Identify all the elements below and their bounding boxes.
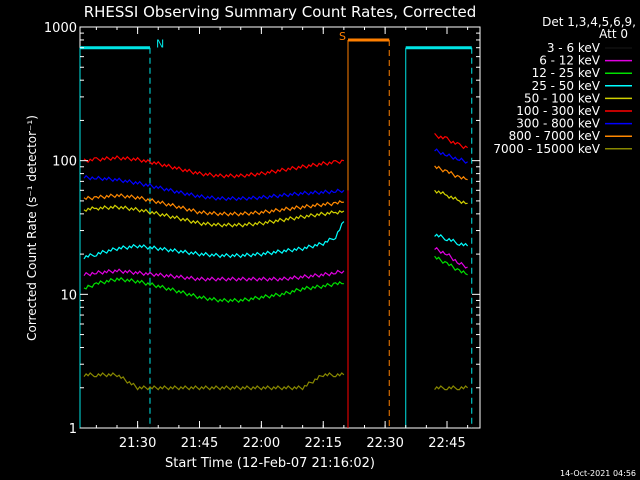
legend-label: 800 - 7000 keV — [509, 129, 601, 143]
legend-label: 7000 - 15000 keV — [493, 142, 600, 156]
chart-title: RHESSI Observing Summary Count Rates, Co… — [84, 3, 477, 21]
legend-label: 50 - 100 keV — [524, 91, 601, 105]
series-line — [83, 165, 468, 217]
series-line-path — [434, 133, 468, 150]
legend-label: 25 - 50 keV — [532, 79, 601, 93]
y-tick-label: 100 — [52, 155, 77, 170]
series-line — [83, 133, 468, 179]
series-line-path — [83, 321, 344, 358]
y-tick-label: 1000 — [44, 21, 77, 36]
series-line — [83, 189, 468, 228]
series-line-path — [83, 372, 345, 391]
series-line-path — [434, 268, 469, 316]
series-line-path — [434, 148, 468, 164]
legend-header-line-1: Det 1,3,4,5,6,9, — [542, 15, 636, 29]
series-line-path — [83, 193, 344, 217]
x-tick-label: 21:30 — [119, 436, 156, 451]
x-tick-label: 22:45 — [428, 436, 465, 451]
y-tick-label: 10 — [60, 288, 77, 303]
x-axis: 21:30 21:45 22:00 22:15 22:30 22:45 — [95, 27, 469, 451]
series-line-path — [83, 276, 344, 304]
series-line-path — [83, 174, 345, 202]
series-line — [83, 148, 468, 202]
series-line — [83, 221, 469, 260]
series-line-path — [434, 165, 468, 181]
y-tick-label: 1 — [69, 422, 77, 437]
y-axis-label: Corrected Count Rate (s⁻¹ detector⁻¹) — [25, 115, 39, 341]
series-group — [83, 133, 469, 428]
series-line-path — [83, 221, 345, 260]
series-line-path — [434, 385, 469, 391]
legend-label: 300 - 800 keV — [516, 117, 600, 131]
series-line — [83, 246, 468, 282]
y-axis: 1 10 100 1000 — [44, 21, 480, 437]
legend-header-line-2: Att 0 — [599, 27, 628, 41]
x-tick-label: 21:45 — [181, 436, 218, 451]
footer-date: 14-Oct-2021 04:56 — [560, 469, 636, 478]
legend-label: 100 - 300 keV — [516, 104, 600, 118]
series-line-path — [434, 189, 468, 205]
series-line — [83, 255, 468, 304]
x-tick-label: 22:15 — [305, 436, 342, 451]
legend-label: 3 - 6 keV — [547, 41, 601, 55]
series-line-path — [83, 155, 345, 179]
series-line — [83, 268, 469, 358]
legend-label: 12 - 25 keV — [532, 66, 601, 80]
x-tick-label: 22:30 — [366, 436, 403, 451]
series-line-path — [434, 255, 468, 276]
series-line-path — [434, 233, 469, 247]
series-line-path — [83, 268, 345, 282]
legend-label: 6 - 12 keV — [539, 54, 601, 68]
x-axis-label: Start Time (12-Feb-07 21:16:02) — [165, 456, 375, 471]
series-line-path — [83, 204, 345, 228]
x-tick-label: 22:00 — [243, 436, 280, 451]
marker-label: S — [339, 30, 346, 43]
series-line — [83, 372, 469, 391]
marker-label: N — [156, 38, 164, 51]
series-line-path — [434, 246, 468, 269]
